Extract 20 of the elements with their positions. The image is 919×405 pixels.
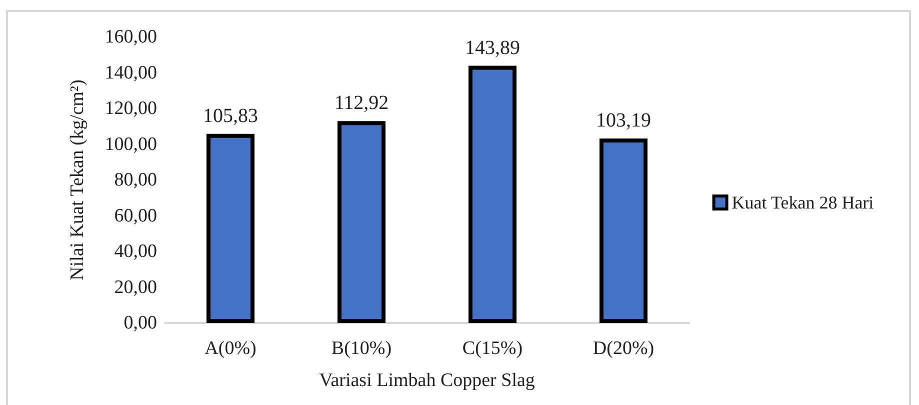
- x-tick-label: A(0%): [204, 338, 256, 359]
- y-tick-label: 80,00: [114, 170, 157, 190]
- y-tick-label: 60,00: [114, 205, 157, 226]
- x-tick-label: B(10%): [331, 338, 392, 359]
- y-tick-label: 40,00: [114, 241, 157, 262]
- data-label: 103,19: [596, 110, 651, 132]
- data-label: 112,92: [334, 92, 389, 114]
- x-axis-title: Variasi Limbah Copper Slag: [319, 370, 536, 391]
- y-tick-label: 160,00: [104, 26, 157, 48]
- y-tick-label: 100,00: [104, 134, 157, 155]
- data-label: 105,83: [203, 104, 258, 127]
- y-tick-label: 140,00: [104, 62, 157, 84]
- y-tick-label: 20,00: [114, 276, 157, 298]
- x-tick-label: D(20%): [592, 338, 654, 359]
- y-tick-label: 120,00: [104, 98, 157, 119]
- y-tick-label: 0,00: [124, 312, 157, 334]
- legend-label: Kuat Tekan 28 Hari: [732, 192, 874, 212]
- x-tick-label: C(15%): [462, 338, 523, 359]
- data-label: 143,89: [465, 36, 520, 59]
- y-axis-title: Nilai Kuat Tekan (kg/cm²): [67, 80, 88, 280]
